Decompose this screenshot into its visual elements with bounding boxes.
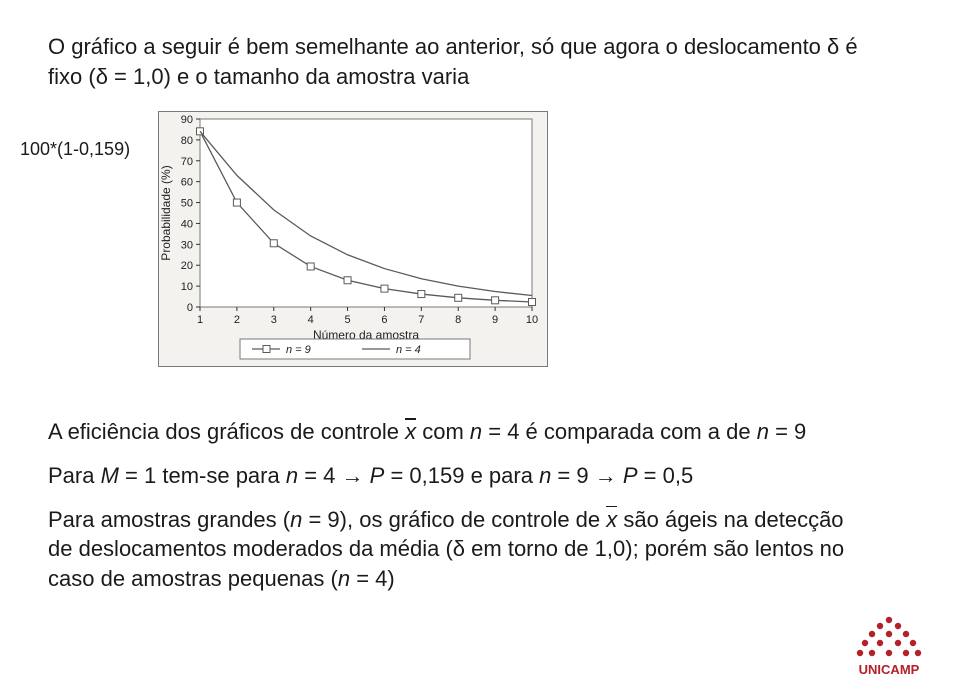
svg-text:1: 1	[197, 314, 203, 326]
p3-n2: n	[539, 463, 551, 488]
annot-left: 100*(1-0,159)	[20, 139, 130, 160]
logo-text: UNICAMP	[859, 662, 920, 677]
svg-text:7: 7	[418, 314, 424, 326]
svg-text:70: 70	[181, 156, 193, 168]
p3-n1: n	[286, 463, 298, 488]
p2-c: = 4 é comparada com a de	[482, 419, 757, 444]
svg-text:90: 90	[181, 114, 193, 126]
p3-P2: P	[623, 463, 638, 488]
p3-c: = 4 →	[298, 463, 370, 488]
xbar-2: x	[606, 505, 617, 535]
svg-text:80: 80	[181, 135, 193, 147]
svg-text:4: 4	[308, 314, 314, 326]
p4-l2a: de deslocamentos moderados da média (	[48, 536, 453, 561]
svg-text:40: 40	[181, 219, 193, 231]
p3-d: = 0,159 e para	[384, 463, 539, 488]
svg-text:3: 3	[271, 314, 277, 326]
p2-d: = 9	[769, 419, 806, 444]
paragraph-1: O gráfico a seguir é bem semelhante ao a…	[48, 32, 912, 91]
p3-b: = 1 tem-se para	[119, 463, 286, 488]
p3-P1: P	[370, 463, 385, 488]
p4-l2b: δ em torno de 1,0); porém são lentos no	[453, 536, 844, 561]
chart-svg: 0 10 20 30 40 50 60 70 80 90 1 2 3 4 5 6 7 8 9 10 Probabilid…	[158, 111, 548, 367]
p4-l3a: caso de amostras pequenas (	[48, 566, 338, 591]
svg-text:5: 5	[344, 314, 350, 326]
svg-text:n = 9: n = 9	[286, 344, 311, 356]
xbar-1: x	[405, 417, 416, 447]
p2-n2: n	[757, 419, 769, 444]
p1-line2a: fixo (	[48, 64, 96, 89]
paragraph-4: Para amostras grandes (n = 9), os gráfic…	[48, 505, 912, 594]
p4-n2: n	[338, 566, 350, 591]
svg-text:30: 30	[181, 240, 193, 252]
p4-b: = 9), os gráfico de controle de	[302, 507, 606, 532]
paragraph-3: Para M = 1 tem-se para n = 4 → P = 0,159…	[48, 461, 912, 491]
p1-line1: O gráfico a seguir é bem semelhante ao a…	[48, 34, 858, 59]
svg-text:0: 0	[187, 302, 193, 314]
p4-n1: n	[290, 507, 302, 532]
svg-text:6: 6	[381, 314, 387, 326]
p1-line2b: δ = 1,0) e o tamanho da amostra varia	[96, 64, 470, 89]
svg-text:50: 50	[181, 198, 193, 210]
svg-text:10: 10	[526, 314, 538, 326]
svg-text:2: 2	[234, 314, 240, 326]
svg-text:20: 20	[181, 261, 193, 273]
svg-text:10: 10	[181, 281, 193, 293]
svg-text:9: 9	[492, 314, 498, 326]
svg-text:60: 60	[181, 177, 193, 189]
svg-text:n = 4: n = 4	[396, 344, 421, 356]
p2-b: com	[416, 419, 470, 444]
svg-text:Probabilidade (%): Probabilidade (%)	[159, 166, 173, 261]
p2-n1: n	[470, 419, 482, 444]
p4-c: são ágeis na detecção	[617, 507, 843, 532]
paragraph-2: A eficiência dos gráficos de controle x …	[48, 417, 912, 447]
p3-a: Para	[48, 463, 101, 488]
p4-a: Para amostras grandes (	[48, 507, 290, 532]
svg-text:8: 8	[455, 314, 461, 326]
p2-a: A eficiência dos gráficos de controle	[48, 419, 405, 444]
chart-region: 100*(1-0,159) 50% δ = 1,0 01020304050607…	[58, 105, 578, 395]
p3-e: = 9 →	[551, 463, 623, 488]
p3-M: M	[101, 463, 119, 488]
unicamp-logo: UNICAMP	[846, 614, 932, 685]
p4-l3b: = 4)	[350, 566, 395, 591]
p3-f: = 0,5	[638, 463, 694, 488]
